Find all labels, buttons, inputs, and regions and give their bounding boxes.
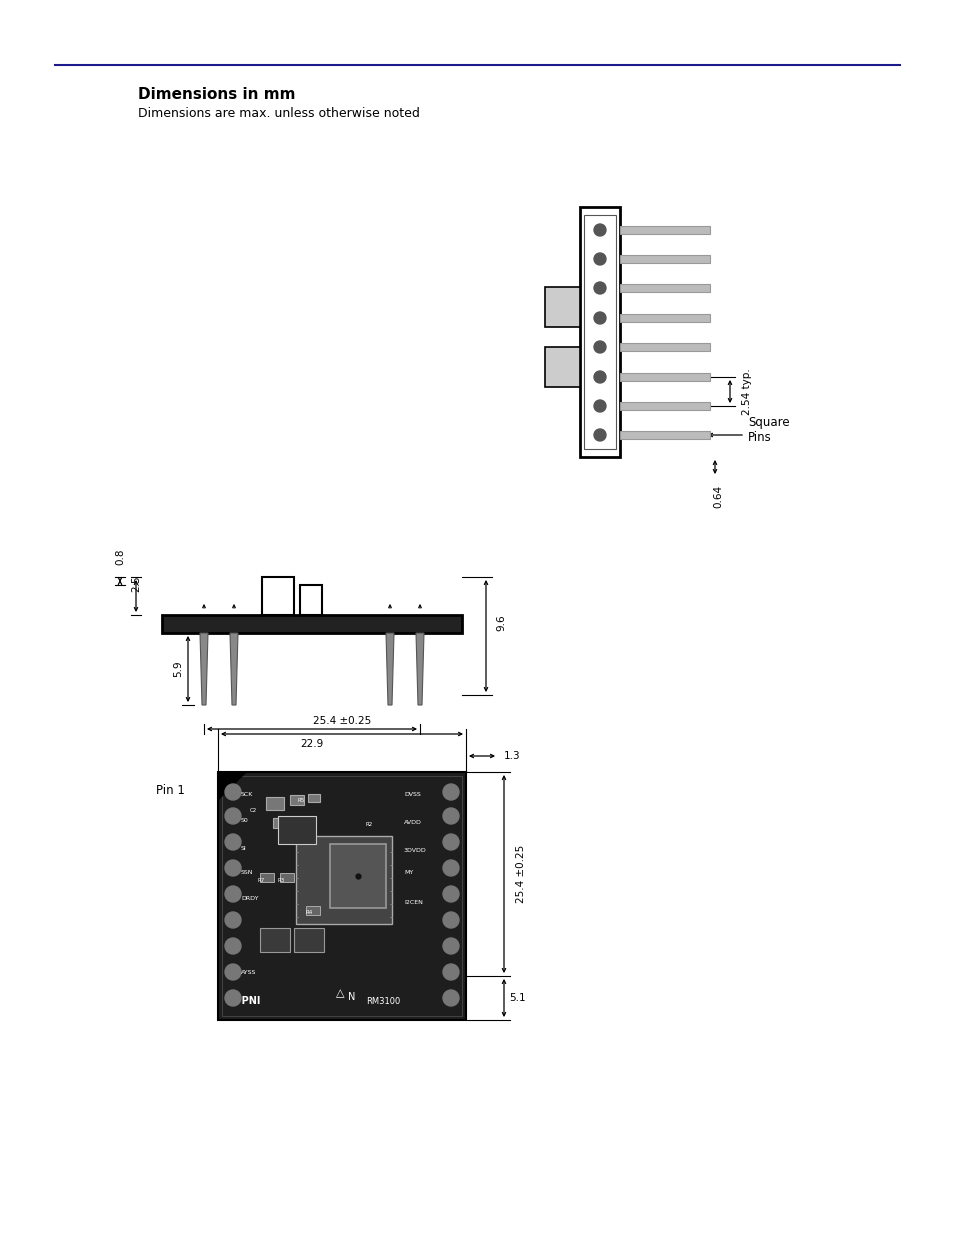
Bar: [280, 873, 294, 882]
Bar: [619, 431, 709, 438]
Circle shape: [442, 784, 458, 800]
Bar: [579, 207, 619, 457]
Circle shape: [225, 939, 241, 953]
Circle shape: [225, 990, 241, 1007]
Bar: [544, 287, 579, 327]
Polygon shape: [200, 634, 208, 705]
Bar: [619, 403, 709, 410]
Text: 2.5: 2.5: [131, 576, 141, 592]
Text: 1.3: 1.3: [503, 751, 520, 761]
Text: R2: R2: [366, 821, 373, 826]
Text: N: N: [348, 992, 355, 1002]
Polygon shape: [416, 634, 423, 705]
Bar: [222, 776, 461, 1016]
Text: 0.64: 0.64: [712, 485, 722, 508]
Text: AVDD: AVDD: [403, 820, 421, 825]
Polygon shape: [230, 634, 237, 705]
Circle shape: [442, 990, 458, 1007]
Bar: [330, 844, 386, 908]
Bar: [308, 794, 319, 802]
Bar: [583, 215, 616, 450]
Circle shape: [442, 834, 458, 850]
Circle shape: [594, 253, 605, 266]
Bar: [619, 226, 709, 233]
Text: R4: R4: [306, 909, 313, 914]
Text: Pin 1: Pin 1: [156, 783, 185, 797]
Circle shape: [225, 965, 241, 981]
Bar: [619, 284, 709, 291]
Text: S0: S0: [241, 818, 249, 823]
Text: Dimensions are max. unless otherwise noted: Dimensions are max. unless otherwise not…: [138, 107, 419, 120]
Bar: [260, 873, 274, 882]
Text: 9.6: 9.6: [496, 615, 505, 631]
Text: SCK: SCK: [241, 792, 253, 797]
Bar: [218, 772, 465, 1020]
Bar: [162, 615, 461, 634]
Bar: [277, 816, 315, 844]
Circle shape: [594, 312, 605, 324]
Text: 25.4 ±0.25: 25.4 ±0.25: [516, 845, 525, 903]
Bar: [619, 314, 709, 322]
Bar: [619, 373, 709, 382]
Bar: [306, 906, 319, 915]
Circle shape: [442, 860, 458, 876]
Text: 25.4 ±0.25: 25.4 ±0.25: [313, 716, 371, 726]
Circle shape: [225, 834, 241, 850]
Bar: [273, 818, 294, 827]
Bar: [294, 927, 324, 952]
Circle shape: [225, 911, 241, 927]
Text: I2CEN: I2CEN: [403, 899, 422, 904]
Text: DRDY: DRDY: [241, 895, 258, 900]
Circle shape: [442, 885, 458, 902]
Bar: [619, 343, 709, 351]
Bar: [544, 347, 579, 387]
Circle shape: [594, 282, 605, 294]
Text: AYSS: AYSS: [241, 969, 256, 974]
Text: C2: C2: [250, 808, 257, 813]
Bar: [299, 585, 322, 615]
Text: RM3100: RM3100: [366, 997, 400, 1007]
Circle shape: [225, 808, 241, 824]
Text: 0.8: 0.8: [115, 548, 125, 564]
Text: 22.9: 22.9: [300, 739, 323, 748]
Text: △: △: [335, 988, 344, 998]
Circle shape: [594, 429, 605, 441]
Text: 3DVDD: 3DVDD: [403, 847, 426, 852]
Text: ⠀PNI: ⠀PNI: [233, 995, 260, 1007]
Text: R7: R7: [257, 878, 265, 883]
Text: 5.1: 5.1: [509, 993, 525, 1003]
Bar: [290, 795, 304, 805]
Text: Square
Pins: Square Pins: [747, 416, 789, 445]
Circle shape: [442, 911, 458, 927]
Text: SI: SI: [241, 846, 247, 851]
Circle shape: [442, 808, 458, 824]
Circle shape: [594, 341, 605, 353]
Bar: [266, 797, 284, 810]
Circle shape: [442, 939, 458, 953]
Circle shape: [442, 965, 458, 981]
Text: 5.9: 5.9: [172, 661, 183, 677]
Text: Dimensions in mm: Dimensions in mm: [138, 86, 295, 103]
Polygon shape: [218, 772, 246, 800]
Circle shape: [594, 400, 605, 412]
Bar: [262, 577, 294, 615]
Bar: [619, 254, 709, 263]
Bar: [295, 836, 392, 924]
Circle shape: [225, 784, 241, 800]
Circle shape: [225, 860, 241, 876]
Text: 2.54 typ.: 2.54 typ.: [741, 368, 751, 415]
Text: R5: R5: [297, 798, 305, 803]
Circle shape: [594, 224, 605, 236]
Circle shape: [594, 370, 605, 383]
Polygon shape: [386, 634, 394, 705]
Circle shape: [225, 885, 241, 902]
Bar: [260, 927, 290, 952]
Text: R3: R3: [277, 878, 285, 883]
Text: SSN: SSN: [241, 869, 253, 874]
Text: MY: MY: [403, 869, 413, 874]
Text: DVSS: DVSS: [403, 792, 420, 797]
